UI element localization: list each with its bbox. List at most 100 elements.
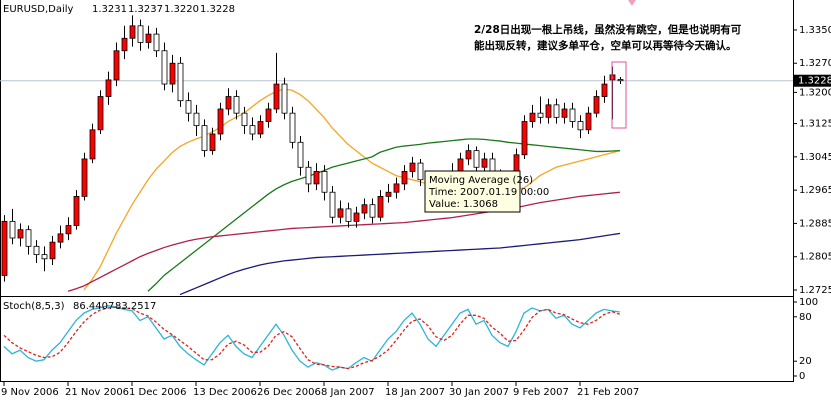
x-tick-label: 21 Feb 2007 <box>577 387 639 398</box>
candle-body <box>353 212 360 222</box>
shift-marker <box>628 0 636 6</box>
y-tick-label: 1.2805 <box>799 252 831 263</box>
candle-body <box>545 104 552 118</box>
candle-body <box>553 104 560 118</box>
candle-body <box>217 108 224 135</box>
indicator-line <box>179 232 621 296</box>
x-tick-label: 9 Feb 2007 <box>513 387 569 398</box>
y-tick-label: 1.2965 <box>799 185 831 196</box>
candle-body <box>113 50 120 81</box>
candle-body <box>593 96 600 114</box>
candle-body <box>49 241 56 260</box>
indicator-line <box>67 191 621 292</box>
x-tick-label: 13 Dec 2006 <box>193 387 257 398</box>
y-tick-label: 0 <box>799 371 805 382</box>
candle-body <box>257 121 264 135</box>
x-tick-label: 30 Jan 2007 <box>449 387 509 398</box>
x-tick-label: 1 Dec 2006 <box>129 387 187 398</box>
candle-body <box>209 133 216 152</box>
candle-body <box>473 150 480 168</box>
candle-body <box>193 112 200 127</box>
x-tick-label: 9 Nov 2006 <box>1 387 59 398</box>
y-tick-label: 1.3270 <box>799 58 831 69</box>
y-tick-label: 1.3125 <box>799 119 831 130</box>
candle-body <box>81 158 88 197</box>
tooltip-time: Time: 2007.01.19 00:00 <box>428 187 549 198</box>
candle-body <box>417 162 424 181</box>
candle-body <box>393 183 400 193</box>
candle-body <box>33 245 40 256</box>
candle-body <box>233 96 240 114</box>
y-tick-label: 80 <box>799 312 812 323</box>
candle-body <box>601 83 608 97</box>
candle-body <box>1 220 8 276</box>
y-tick-label: 1.3200 <box>799 87 831 98</box>
candle-body <box>305 166 312 185</box>
tooltip-value: Value: 1.3068 <box>429 199 498 210</box>
candle-body <box>465 150 472 160</box>
candle-body <box>41 254 48 260</box>
candle-body <box>129 25 136 39</box>
highlight-box <box>611 61 627 129</box>
indicator-signal-value: 83.2517 <box>115 301 156 312</box>
candle-body <box>25 229 32 247</box>
candle-body <box>177 62 184 102</box>
y-tick-label: 1.3350 <box>799 25 831 36</box>
candle-body <box>561 108 568 118</box>
candle-body <box>401 171 408 185</box>
header-close: 1.3228 <box>200 4 235 15</box>
last-price-badge <box>794 74 831 87</box>
candle-body <box>313 171 320 185</box>
candle-body <box>161 50 168 85</box>
y-tick-label: 1.2725 <box>799 285 831 296</box>
candle-body <box>241 112 248 127</box>
y-tick-label: 100 <box>799 297 818 308</box>
candle-body <box>577 121 584 131</box>
candle-body <box>169 62 176 85</box>
candle-body <box>201 125 208 152</box>
candle-body <box>529 112 536 122</box>
candle-body <box>377 195 384 218</box>
header-high: 1.3237 <box>128 4 163 15</box>
candle-body <box>97 96 104 131</box>
candle-body <box>137 25 144 43</box>
candle-body <box>617 79 624 82</box>
candle-body <box>481 158 488 168</box>
x-tick-label: 8 Jan 2007 <box>321 387 375 398</box>
candle-body <box>337 208 344 218</box>
candle-body <box>329 191 336 218</box>
tooltip-box <box>424 170 521 213</box>
candle-body <box>457 158 464 172</box>
candle-body <box>65 225 72 235</box>
candle-body <box>73 195 80 226</box>
x-tick-label: 21 Nov 2006 <box>65 387 129 398</box>
candle-body <box>297 141 304 168</box>
candle-body <box>569 108 576 122</box>
annotation-line: 能出现反转，建议多单平仓，空单可以再等待今天确认。 <box>474 39 737 52</box>
candle-body <box>249 125 256 135</box>
annotation-line: 2/28日出现一根上吊线，虽然没有跳空，但是也说明有可 <box>474 23 742 36</box>
candle-body <box>361 204 368 214</box>
x-tick-label: 18 Jan 2007 <box>385 387 445 398</box>
y-tick-label: 20 <box>799 356 812 367</box>
indicator-line <box>3 306 621 370</box>
candle-body <box>289 112 296 143</box>
candle-body <box>9 220 16 239</box>
x-tick-label: 26 Dec 2006 <box>257 387 321 398</box>
candle-body <box>385 191 392 197</box>
indicator-line <box>83 88 621 291</box>
header-open: 1.3231 <box>92 4 127 15</box>
candle-body <box>345 208 352 222</box>
candle-body <box>281 83 288 114</box>
candle-body <box>89 129 96 160</box>
candle-body <box>57 233 64 243</box>
indicator-line <box>147 138 621 292</box>
candle-body <box>369 204 376 218</box>
candle-body <box>153 33 160 52</box>
last-price-label: 1.3228 <box>798 76 831 87</box>
candle-body <box>537 112 544 118</box>
candle-body <box>17 229 24 239</box>
candle-body <box>105 79 112 97</box>
candle-body <box>521 121 528 156</box>
